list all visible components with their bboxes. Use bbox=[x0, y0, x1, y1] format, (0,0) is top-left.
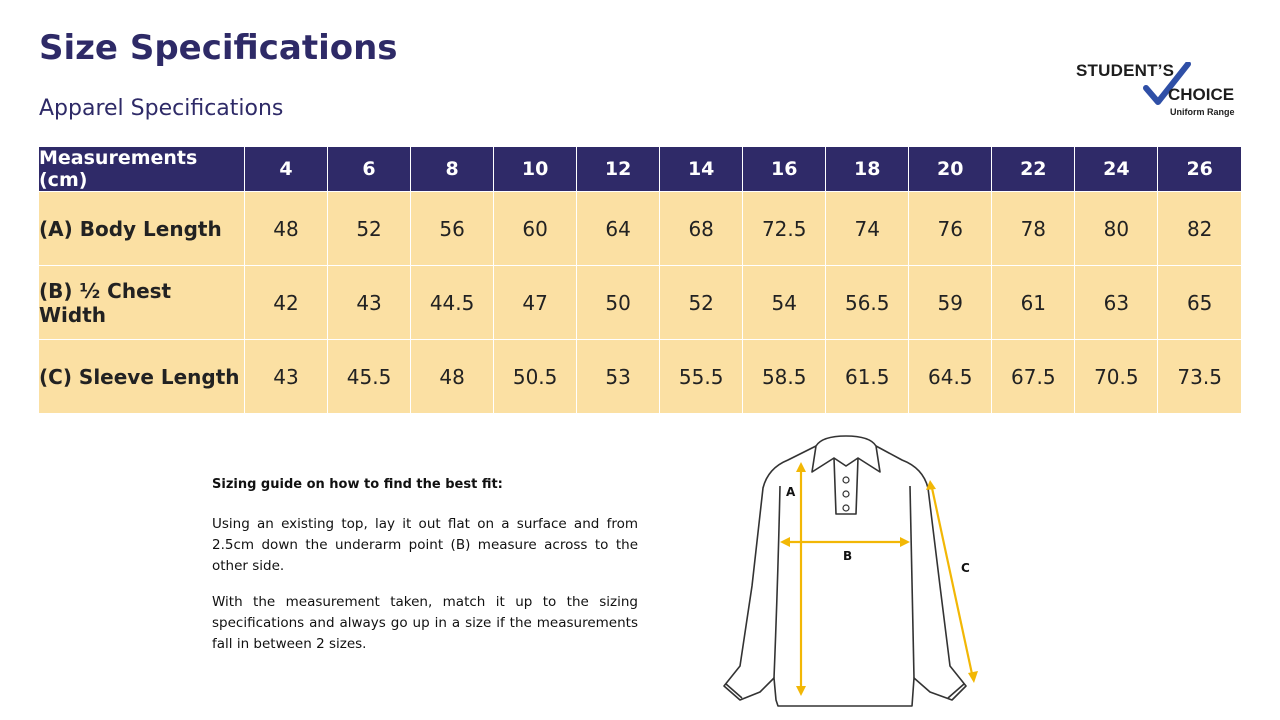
table-cell: 67.5 bbox=[991, 339, 1075, 413]
header-cell: 22 bbox=[991, 147, 1075, 192]
table-cell: 61.5 bbox=[825, 339, 909, 413]
table-cell: 48 bbox=[243, 191, 328, 266]
table-cell: 43 bbox=[243, 339, 328, 413]
header-cell: 12 bbox=[576, 147, 660, 192]
table-cell: 64.5 bbox=[908, 339, 992, 413]
table-cell: 54 bbox=[742, 265, 826, 340]
header-cell: Measurements (cm) bbox=[39, 147, 245, 192]
row-label: (B) ½ Chest Width bbox=[39, 265, 245, 340]
header-cell: 10 bbox=[493, 147, 577, 192]
table-cell: 74 bbox=[825, 191, 909, 266]
header-cell: 16 bbox=[742, 147, 826, 192]
table-cell: 44.5 bbox=[410, 265, 494, 340]
header-cell: 20 bbox=[908, 147, 992, 192]
row-label: (A) Body Length bbox=[39, 191, 245, 266]
table-cell: 50 bbox=[576, 265, 660, 340]
table-cell: 59 bbox=[908, 265, 992, 340]
header-cell: 18 bbox=[825, 147, 909, 192]
table-cell: 61 bbox=[991, 265, 1075, 340]
polo-shirt-diagram bbox=[723, 435, 978, 707]
guide-paragraph-2: With the measurement taken, match it up … bbox=[212, 594, 638, 652]
sizing-guide: Sizing guide on how to find the best fit… bbox=[212, 477, 638, 670]
table-header-row: Measurements (cm) 4 6 8 10 12 14 16 18 2… bbox=[39, 147, 1241, 192]
table-cell: 56 bbox=[410, 191, 494, 266]
table-cell: 70.5 bbox=[1074, 339, 1158, 413]
guide-heading: Sizing guide on how to find the best fit… bbox=[212, 477, 503, 492]
brand-logo: STUDENT’S CHOICE Uniform Range bbox=[1072, 58, 1242, 122]
logo-line-3: Uniform Range bbox=[1170, 107, 1235, 117]
table-cell: 45.5 bbox=[327, 339, 411, 413]
table-cell: 63 bbox=[1074, 265, 1158, 340]
row-label: (C) Sleeve Length bbox=[39, 339, 245, 413]
table-cell: 42 bbox=[243, 265, 328, 340]
table-cell: 76 bbox=[908, 191, 992, 266]
header-cell: 4 bbox=[243, 147, 328, 192]
table-cell: 52 bbox=[327, 191, 411, 266]
checkmark-icon bbox=[1143, 62, 1191, 105]
label-b: B bbox=[843, 549, 853, 563]
table-cell: 56.5 bbox=[825, 265, 909, 340]
table-cell: 48 bbox=[410, 339, 494, 413]
guide-paragraph-1: Using an existing top, lay it out flat o… bbox=[212, 516, 638, 574]
table-row: (A) Body Length 48 52 56 60 64 68 72.5 7… bbox=[39, 191, 1241, 266]
table-cell: 58.5 bbox=[742, 339, 826, 413]
table-cell: 73.5 bbox=[1157, 339, 1241, 413]
header-cell: 24 bbox=[1074, 147, 1158, 192]
table-cell: 50.5 bbox=[493, 339, 577, 413]
table-cell: 43 bbox=[327, 265, 411, 340]
header-cell: 26 bbox=[1157, 147, 1241, 192]
logo-line-2: CHOICE bbox=[1168, 85, 1235, 104]
header-cell: 6 bbox=[327, 147, 411, 192]
page-subtitle: Apparel Specifications bbox=[39, 96, 284, 121]
table-cell: 47 bbox=[493, 265, 577, 340]
table-cell: 68 bbox=[659, 191, 743, 266]
size-spec-table: Measurements (cm) 4 6 8 10 12 14 16 18 2… bbox=[39, 147, 1241, 413]
table-cell: 80 bbox=[1074, 191, 1158, 266]
logo-line-1: STUDENT’S bbox=[1076, 61, 1175, 80]
label-c: C bbox=[961, 561, 970, 575]
header-cell: 8 bbox=[410, 147, 494, 192]
table-cell: 60 bbox=[493, 191, 577, 266]
table-cell: 55.5 bbox=[659, 339, 743, 413]
table-cell: 53 bbox=[576, 339, 660, 413]
table-cell: 65 bbox=[1157, 265, 1241, 340]
table-cell: 78 bbox=[991, 191, 1075, 266]
table-cell: 64 bbox=[576, 191, 660, 266]
table-cell: 72.5 bbox=[742, 191, 826, 266]
header-cell: 14 bbox=[659, 147, 743, 192]
table-cell: 82 bbox=[1157, 191, 1241, 266]
label-a: A bbox=[786, 485, 796, 499]
page-title: Size Specifications bbox=[39, 28, 398, 68]
table-row: (B) ½ Chest Width 42 43 44.5 47 50 52 54… bbox=[39, 265, 1241, 340]
table-cell: 52 bbox=[659, 265, 743, 340]
table-row: (C) Sleeve Length 43 45.5 48 50.5 53 55.… bbox=[39, 339, 1241, 413]
